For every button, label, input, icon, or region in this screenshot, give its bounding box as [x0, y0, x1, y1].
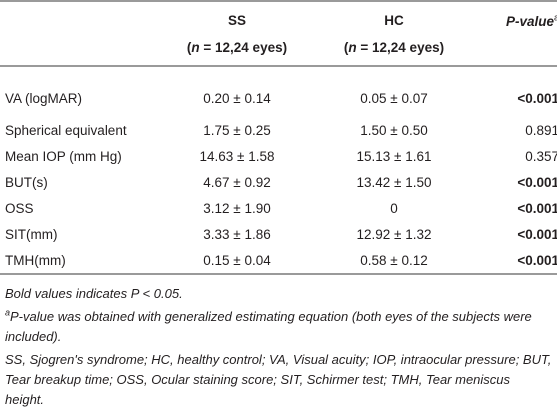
header-label: SS [227, 12, 246, 28]
row-label: VA (logMAR) [5, 90, 83, 106]
hc-value: 0.05 ± 0.07 [360, 90, 428, 106]
header-p: P-valuea [470, 1, 557, 67]
note-text: was obtained with generalized estimating… [5, 309, 532, 344]
header-blank [0, 1, 156, 67]
header-row: SS (n = 12,24 eyes) HC (n = 12,24 eyes) … [0, 1, 557, 67]
table-body: VA (logMAR) 0.20 ± 0.14 0.05 ± 0.07 <0.001 S… [0, 66, 557, 274]
hc-value: 0.58 ± 0.12 [360, 252, 428, 268]
hc-value: 1.50 ± 0.50 [360, 122, 428, 138]
row-label: TMH(mm) [5, 252, 66, 268]
row-label: Spherical equivalent [5, 122, 127, 138]
header-open: ( [343, 39, 349, 55]
p-value: <0.001 [517, 174, 557, 190]
note-sup: a [5, 307, 11, 318]
row-label: SIT(mm) [5, 226, 58, 242]
header-rest: = 12,24 eyes) [199, 39, 288, 55]
row-label: Mean IOP (mm Hg) [5, 148, 122, 164]
table-row: SIT(mm) 3.33 ± 1.86 12.92 ± 1.32 <0.001 [0, 221, 557, 247]
ss-value: 3.12 ± 1.90 [203, 200, 271, 216]
a-note: aP-value was obtained with generalized e… [5, 307, 552, 347]
hc-value: 0 [390, 200, 398, 216]
hc-value: 15.13 ± 1.61 [356, 148, 432, 164]
header-hc: HC (n = 12,24 eyes) [318, 1, 470, 67]
table-row: OSS 3.12 ± 1.90 0 <0.001 [0, 195, 557, 221]
header-n: n [191, 39, 200, 55]
header-label: HC [384, 12, 404, 28]
abbreviations: SS, Sjogren's syndrome; HC, healthy cont… [5, 352, 552, 407]
header-label: P-value [505, 14, 554, 29]
ss-value: 14.63 ± 1.58 [199, 148, 275, 164]
p-value: 0.357 [525, 148, 557, 164]
p-value: <0.001 [517, 226, 557, 242]
p-value: <0.001 [517, 200, 557, 216]
header-ss: SS (n = 12,24 eyes) [156, 1, 318, 67]
bold-note: Bold values indicates P < 0.05. [5, 284, 552, 304]
row-label: BUT(s) [5, 174, 48, 190]
ss-value: 3.33 ± 1.86 [203, 226, 271, 242]
note-text: . [179, 286, 183, 301]
header-n: n [348, 39, 357, 55]
header-sup: a [553, 12, 557, 23]
ss-value: 0.15 ± 0.04 [203, 252, 271, 268]
table-row: TMH(mm) 0.15 ± 0.04 0.58 ± 0.12 <0.001 [0, 247, 557, 274]
ss-value: 1.75 ± 0.25 [203, 122, 271, 138]
p-value: <0.001 [517, 252, 557, 268]
table-row: Mean IOP (mm Hg) 14.63 ± 1.58 15.13 ± 1.61… [0, 143, 557, 169]
header-open: ( [186, 39, 192, 55]
data-table: SS (n = 12,24 eyes) HC (n = 12,24 eyes) … [0, 0, 557, 275]
footnotes: Bold values indicates P < 0.05. aP-value… [0, 275, 557, 410]
hc-value: 13.42 ± 1.50 [356, 174, 432, 190]
p-value: 0.891 [525, 122, 557, 138]
note-italic: P < 0.05 [130, 286, 180, 301]
table-row: Spherical equivalent 1.75 ± 0.25 1.50 ± 0.… [0, 117, 557, 143]
hc-value: 12.92 ± 1.32 [356, 226, 432, 242]
table-header: SS (n = 12,24 eyes) HC (n = 12,24 eyes) … [0, 1, 557, 67]
ss-value: 0.20 ± 0.14 [203, 90, 271, 106]
header-rest: = 12,24 eyes) [356, 39, 445, 55]
p-value: <0.001 [517, 90, 557, 106]
note-italic: P-value [10, 309, 55, 324]
ss-value: 4.67 ± 0.92 [203, 174, 271, 190]
table-row: BUT(s) 4.67 ± 0.92 13.42 ± 1.50 <0.001 [0, 169, 557, 195]
row-label: OSS [5, 200, 34, 216]
note-text: Bold values indicates [5, 286, 131, 301]
table-row: VA (logMAR) 0.20 ± 0.14 0.05 ± 0.07 <0.001 [0, 66, 557, 117]
